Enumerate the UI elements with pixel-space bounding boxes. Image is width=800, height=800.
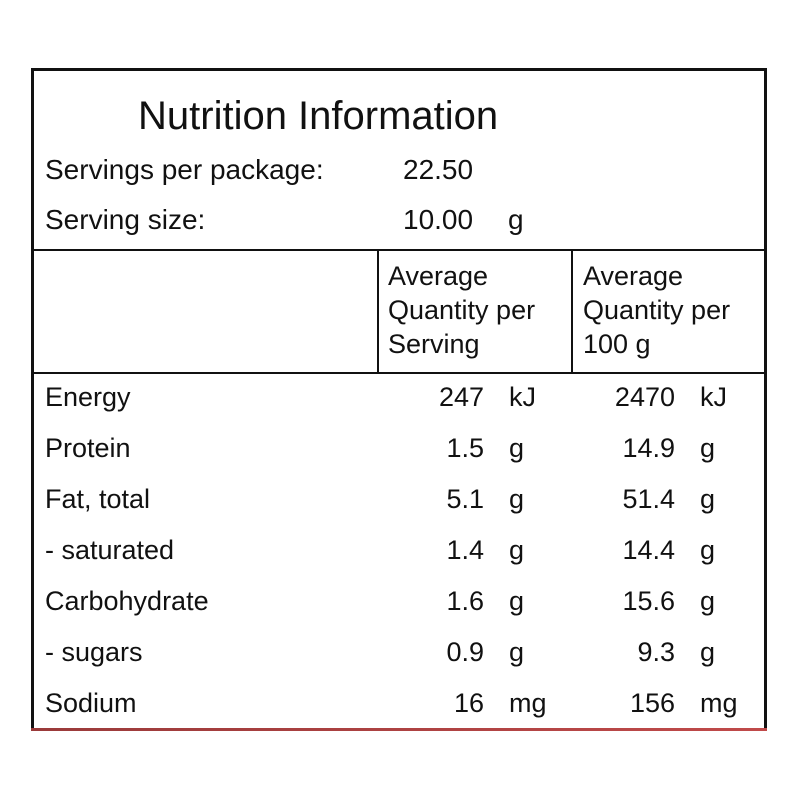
per-100g-value: 156 <box>629 688 675 718</box>
per-serving-value: 247 <box>438 382 484 412</box>
per-100g-unit: g <box>700 484 716 514</box>
nutrient-name: Sodium <box>45 688 137 718</box>
per-serving-header-line-1: Average <box>388 261 489 291</box>
per-100g-value: 9.3 <box>637 637 675 667</box>
column-divider-left <box>377 251 379 372</box>
nutrient-name: Fat, total <box>45 484 151 514</box>
per-100g-value: 2470 <box>614 382 675 412</box>
serving-size-label: Serving size: <box>45 204 206 235</box>
per-serving-value: 1.4 <box>446 535 484 565</box>
per-100g-header: Average Quantity per 100 g <box>583 259 730 361</box>
servings-per-package-label: Servings per package: <box>45 154 324 185</box>
per-100g-unit: g <box>700 637 716 667</box>
per-serving-value: 1.6 <box>446 586 484 616</box>
serving-size-value: 10.00 <box>403 204 474 235</box>
per-serving-header: Average Quantity per Serving <box>388 259 535 361</box>
column-divider-right <box>571 251 573 372</box>
bottom-rule <box>31 728 767 731</box>
per-100g-unit: g <box>700 433 716 463</box>
per-serving-unit: g <box>509 484 525 514</box>
nutrient-name: Carbohydrate <box>45 586 209 616</box>
per-serving-value: 0.9 <box>446 637 484 667</box>
nutrient-name: Protein <box>45 433 131 463</box>
per-100g-unit: mg <box>700 688 738 718</box>
servings-per-package-value: 22.50 <box>403 154 474 185</box>
per-100g-header-line-3: 100 g <box>583 329 651 359</box>
header-top-rule <box>34 249 764 251</box>
per-serving-header-line-3: Serving <box>388 329 480 359</box>
header-bottom-rule <box>34 372 764 374</box>
serving-size-unit: g <box>508 204 524 235</box>
per-100g-unit: kJ <box>700 382 727 412</box>
per-100g-value: 15.6 <box>622 586 675 616</box>
per-serving-value: 1.5 <box>446 433 484 463</box>
per-100g-value: 14.4 <box>622 535 675 565</box>
nutrition-panel <box>31 68 767 729</box>
panel-title: Nutrition Information <box>138 94 499 138</box>
per-serving-unit: g <box>509 535 525 565</box>
per-100g-unit: g <box>700 586 716 616</box>
per-serving-unit: g <box>509 433 525 463</box>
per-100g-header-line-1: Average <box>583 261 684 291</box>
per-serving-unit: kJ <box>509 382 536 412</box>
per-100g-unit: g <box>700 535 716 565</box>
per-100g-header-line-2: Quantity per <box>583 295 731 325</box>
nutrient-name: Energy <box>45 382 131 412</box>
per-serving-value: 16 <box>453 688 484 718</box>
per-serving-header-line-2: Quantity per <box>388 295 536 325</box>
per-serving-value: 5.1 <box>446 484 484 514</box>
per-serving-unit: g <box>509 586 525 616</box>
nutrient-name: - sugars <box>45 637 143 667</box>
per-serving-unit: g <box>509 637 525 667</box>
per-100g-value: 51.4 <box>622 484 675 514</box>
per-100g-value: 14.9 <box>622 433 675 463</box>
per-serving-unit: mg <box>509 688 547 718</box>
nutrient-name: - saturated <box>45 535 175 565</box>
